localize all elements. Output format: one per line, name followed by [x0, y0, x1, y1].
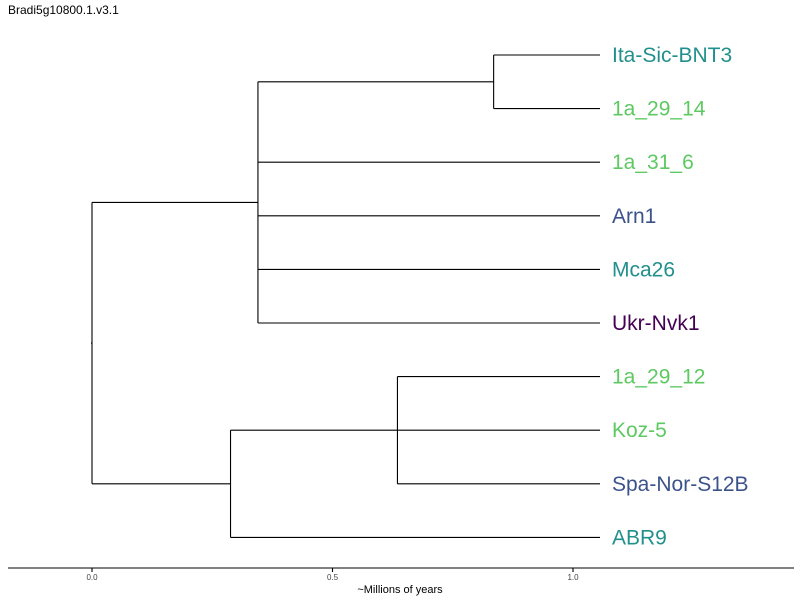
x-tick-label: 1.0	[567, 573, 579, 582]
x-tick-label: 0.0	[86, 573, 98, 582]
figure-title: Bradi5g10800.1.v3.1	[8, 3, 119, 17]
leaf-label: Ukr-Nvk1	[612, 312, 700, 335]
leaf-label: Arn1	[612, 205, 656, 228]
leaf-label: Mca26	[612, 258, 675, 281]
x-axis-label: ~Millions of years	[357, 584, 443, 596]
leaf-label: 1a_29_12	[612, 366, 705, 389]
leaf-label: 1a_31_6	[612, 151, 694, 174]
leaf-label: Spa-Nor-S12B	[612, 473, 749, 496]
x-tick-label: 0.5	[327, 573, 339, 582]
leaf-label: ABR9	[612, 526, 667, 549]
leaf-label: Ita-Sic-BNT3	[612, 44, 732, 67]
leaf-label: 1a_29_14	[612, 98, 706, 121]
leaf-label: Koz-5	[612, 419, 667, 442]
